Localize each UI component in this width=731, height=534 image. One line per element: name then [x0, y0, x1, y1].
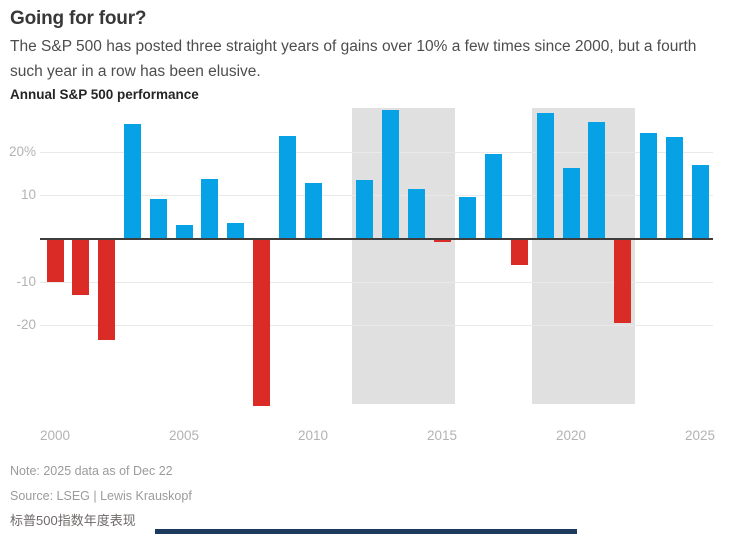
page-title: Going for four?: [10, 8, 147, 29]
bar-2024: [665, 137, 683, 239]
bar-2025: [691, 164, 709, 239]
bar-2022: [614, 238, 632, 323]
gridline--10: [40, 281, 713, 283]
bar-2014: [407, 188, 425, 239]
bar-2017: [485, 154, 503, 239]
y-tick-label: 10: [20, 187, 36, 203]
bar-2008: [252, 238, 270, 406]
bar-2019: [536, 112, 554, 239]
chart-heading: Annual S&P 500 performance: [10, 87, 199, 102]
bar-2001: [72, 238, 90, 295]
bar-2000: [46, 238, 64, 283]
source-text: Source: LSEG | Lewis Krauskopf: [10, 489, 192, 503]
highlight-region-1: [351, 108, 455, 404]
bar-2006: [201, 179, 219, 239]
x-tick-label-2015: 2015: [426, 428, 458, 443]
gridline-20%: [40, 151, 713, 153]
bar-2012: [356, 180, 374, 239]
bar-2009: [278, 136, 296, 239]
x-tick-label-2010: 2010: [297, 428, 329, 443]
bar-2018: [510, 238, 528, 266]
bar-2010: [304, 182, 322, 239]
chart-subtitle: The S&P 500 has posted three straight ye…: [10, 38, 697, 80]
bar-2007: [227, 223, 245, 239]
bar-2004: [149, 199, 167, 239]
bar-2020: [562, 167, 580, 239]
x-tick-label-2025: 2025: [684, 428, 716, 443]
bar-2002: [98, 238, 116, 341]
note-text: Note: 2025 data as of Dec 22: [10, 464, 173, 478]
x-tick-label-2005: 2005: [168, 428, 200, 443]
bar-2015: [433, 238, 451, 242]
y-tick-label: -20: [16, 317, 36, 333]
x-tick-label-2020: 2020: [555, 428, 587, 443]
bar-2023: [639, 133, 657, 239]
y-tick-label: -10: [16, 273, 36, 289]
bar-2016: [459, 197, 477, 239]
gridline-10: [40, 195, 713, 197]
gridline--20: [40, 325, 713, 327]
chinese-caption: 标普500指数年度表现: [10, 513, 136, 528]
x-tick-label-2000: 2000: [39, 428, 71, 443]
bar-2021: [588, 121, 606, 239]
bar-2005: [175, 225, 193, 239]
zero-axis-line: [40, 237, 713, 240]
bottom-bar: [155, 529, 577, 534]
bar-2013: [381, 109, 399, 239]
bar-2003: [123, 123, 141, 239]
y-tick-label: 20%: [8, 143, 36, 159]
